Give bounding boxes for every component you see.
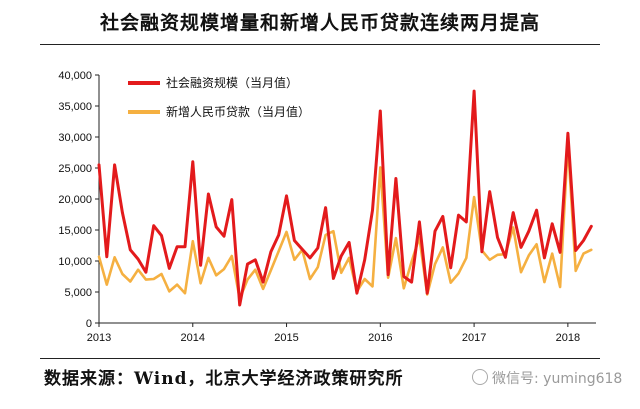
legend-label-tsf: 社会融资规模（当月值） — [166, 75, 298, 90]
x-tick-label: 2015 — [274, 332, 298, 344]
x-tick-label: 2016 — [368, 332, 392, 344]
legend: 社会融资规模（当月值） 新增人民币贷款（当月值） — [128, 75, 310, 119]
chart-title: 社会融资规模增量和新增人民币贷款连续两月提高 — [99, 12, 540, 34]
y-tick-label: 0 — [86, 318, 92, 330]
top-rule — [40, 44, 600, 45]
source-note: 数据来源：Wind，北京大学经济政策研究所 — [44, 369, 404, 389]
x-tick-label: 2017 — [462, 332, 486, 344]
x-tick-label: 2018 — [556, 332, 580, 344]
y-tick-label: 30,000 — [58, 132, 92, 144]
y-tick-label: 20,000 — [58, 194, 92, 206]
watermark: 微信号: yuming618 — [472, 368, 622, 388]
series-layer — [97, 89, 593, 307]
axes: 0 5,000 10,000 15,000 20,000 25,000 30,000 35,0… — [58, 70, 596, 344]
watermark-text: 微信号: yuming618 — [492, 371, 623, 387]
x-tick-label: 2013 — [87, 332, 111, 344]
legend-label-loans: 新增人民币贷款（当月值） — [166, 104, 310, 119]
y-tick-label: 5,000 — [64, 287, 92, 299]
y-tick-label: 10,000 — [58, 256, 92, 268]
y-tick-label: 40,000 — [58, 70, 92, 82]
y-tick-label: 15,000 — [58, 225, 92, 237]
series-line-tsf — [97, 89, 593, 307]
y-tick-label: 25,000 — [58, 163, 92, 175]
x-tick-label: 2014 — [181, 332, 205, 344]
series-line-loans — [97, 141, 593, 301]
y-tick-label: 35,000 — [58, 101, 92, 113]
wechat-icon — [472, 369, 488, 385]
bottom-rule — [40, 358, 600, 359]
